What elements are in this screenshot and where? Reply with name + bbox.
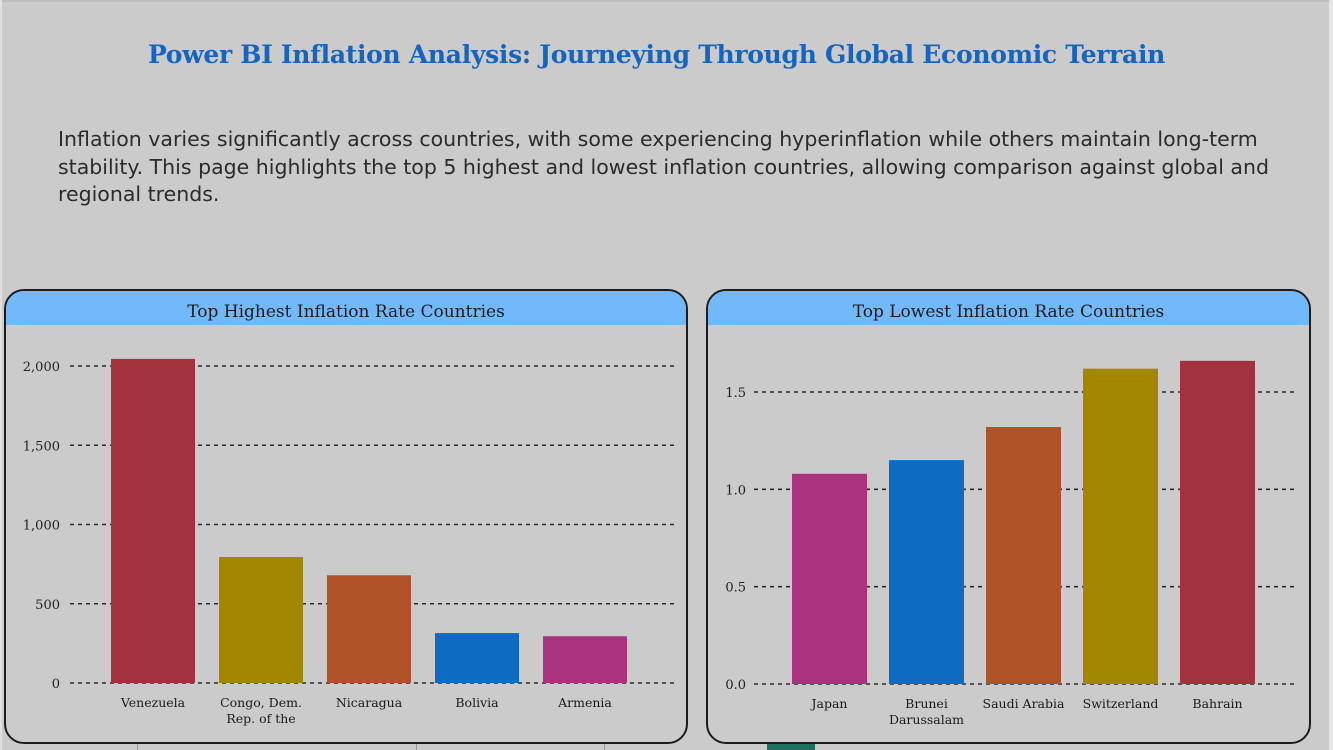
x-tick-label: Venezuela	[120, 695, 186, 710]
x-tick-label: Nicaragua	[336, 695, 403, 710]
top-border	[0, 0, 1333, 2]
y-tick-label: 500	[35, 598, 60, 613]
bar	[327, 575, 411, 683]
bar	[543, 636, 627, 683]
page-tab-divider	[416, 744, 417, 750]
bar	[111, 358, 195, 683]
x-tick-label-line: Darussalam	[889, 712, 964, 727]
y-tick-label: 2,000	[23, 360, 60, 375]
y-tick-label: 0.5	[725, 581, 746, 596]
bar	[1083, 368, 1158, 684]
lowest-inflation-panel-title: Top Lowest Inflation Rate Countries	[708, 291, 1309, 325]
highest-inflation-panel-title: Top Highest Inflation Rate Countries	[6, 291, 686, 325]
lowest-inflation-chart: 0.0 0.5 1.0 1.5 Japan Brunei Darussalam Saudi A…	[725, 360, 1298, 727]
x-tick-label-line: Bolivia	[455, 695, 499, 710]
x-tick-label: Brunei Darussalam	[889, 696, 964, 727]
x-tick-label: Japan	[810, 696, 848, 711]
bar	[219, 556, 303, 683]
highest-inflation-panel: Top Highest Inflation Rate Countries 0 50…	[4, 289, 688, 744]
y-tick-label: 0.0	[725, 678, 746, 693]
x-tick-label: Bahrain	[1192, 696, 1242, 711]
x-tick-label-line: Bahrain	[1192, 696, 1242, 711]
x-tick-label: Armenia	[557, 695, 612, 710]
page-title: Power BI Inflation Analysis: Journeying …	[147, 40, 1166, 69]
x-tick-label: Switzerland	[1083, 696, 1159, 711]
active-page-tab-indicator[interactable]	[767, 744, 815, 750]
bar	[792, 473, 867, 684]
page-tab-divider	[137, 744, 138, 750]
x-tick-label-line: Armenia	[557, 695, 612, 710]
highest-inflation-chart: 0 500 1,000 1,500 2,000 Venezuela Congo, Dem. R…	[23, 358, 676, 726]
bar	[889, 460, 964, 684]
right-scrollbar	[1329, 0, 1333, 750]
page-tab-divider	[604, 744, 605, 750]
x-tick-label: Saudi Arabia	[983, 696, 1065, 711]
x-tick-label-line: Switzerland	[1083, 696, 1159, 711]
y-tick-label: 1.0	[725, 483, 746, 498]
page-description: Inflation varies significantly across co…	[58, 127, 1270, 206]
lowest-inflation-panel: Top Lowest Inflation Rate Countries 0.0 0…	[706, 289, 1311, 744]
y-tick-label: 0	[52, 677, 60, 692]
x-tick-label-line: Rep. of the	[226, 711, 295, 726]
x-tick-label-line: Saudi Arabia	[983, 696, 1065, 711]
x-tick-label-line: Venezuela	[120, 695, 186, 710]
bar	[435, 633, 519, 683]
y-tick-label: 1.5	[725, 386, 746, 401]
x-tick-label-line: Nicaragua	[336, 695, 403, 710]
bar	[986, 427, 1061, 684]
y-tick-label: 1,000	[23, 519, 60, 534]
left-border	[0, 0, 2, 750]
x-tick-label-line: Brunei	[905, 696, 948, 711]
x-tick-label-line: Congo, Dem.	[220, 695, 302, 710]
x-tick-label: Congo, Dem. Rep. of the	[220, 695, 302, 726]
x-tick-label-line: Japan	[810, 696, 848, 711]
y-tick-label: 1,500	[23, 439, 60, 454]
x-tick-label: Bolivia	[455, 695, 499, 710]
bar	[1180, 360, 1255, 684]
